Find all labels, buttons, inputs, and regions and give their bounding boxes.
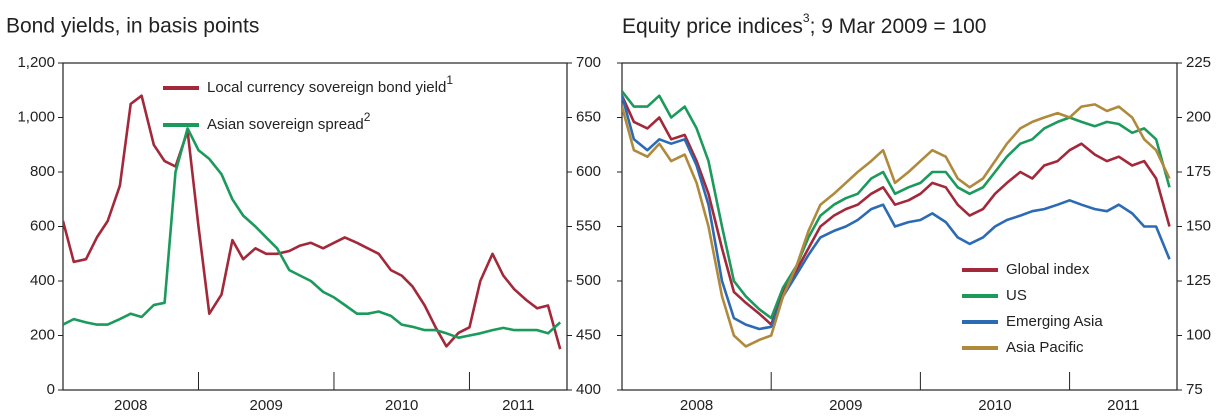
y-tick-label: 175 bbox=[1186, 163, 1211, 180]
chart-title: Equity price indices3; 9 Mar 2009 = 100 bbox=[622, 11, 986, 37]
y2-tick-label: 600 bbox=[576, 163, 601, 180]
series-line bbox=[622, 95, 1171, 331]
y-tick-label: 200 bbox=[30, 326, 55, 343]
y-tick-label: 150 bbox=[1186, 217, 1211, 234]
legend-label: US bbox=[1006, 287, 1027, 304]
x-tick-label: 2011 bbox=[502, 397, 534, 414]
chart-title: Bond yields, in basis points bbox=[6, 15, 259, 38]
y2-tick-label: 450 bbox=[576, 326, 601, 343]
series-line bbox=[622, 90, 1171, 320]
legend-name: Global index bbox=[1006, 261, 1090, 278]
y-tick-label: 225 bbox=[1186, 54, 1211, 71]
legend-footnote: 1 bbox=[446, 73, 453, 87]
series-line bbox=[622, 103, 1171, 348]
x-tick-label: 2008 bbox=[114, 397, 147, 414]
y2-tick-label: 500 bbox=[576, 272, 601, 289]
legend-name: Local currency sovereign bond yield bbox=[207, 79, 446, 96]
x-tick-label: 2011 bbox=[1107, 397, 1139, 414]
x-tick-label: 2008 bbox=[680, 397, 713, 414]
title-footnote: 3 bbox=[803, 11, 810, 25]
y-tick-label: 1,200 bbox=[17, 54, 55, 71]
legend-name: Asia Pacific bbox=[1006, 339, 1084, 356]
y-tick-label: 75 bbox=[1186, 381, 1203, 398]
x-tick-label: 2009 bbox=[250, 397, 283, 414]
x-tick-label: 2010 bbox=[978, 397, 1011, 414]
legend-name: Asian sovereign spread bbox=[207, 116, 364, 133]
legend-label: Local currency sovereign bond yield1 bbox=[207, 73, 453, 96]
legend-label: Emerging Asia bbox=[1006, 313, 1103, 330]
series-line bbox=[63, 94, 562, 350]
legend-footnote: 2 bbox=[364, 110, 371, 124]
y-tick-label: 200 bbox=[1186, 108, 1211, 125]
y-tick-label: 600 bbox=[30, 217, 55, 234]
x-tick-label: 2009 bbox=[829, 397, 862, 414]
series-line bbox=[622, 95, 1171, 326]
legend-name: Emerging Asia bbox=[1006, 313, 1103, 330]
legend-name: US bbox=[1006, 287, 1027, 304]
y-tick-label: 400 bbox=[30, 272, 55, 289]
y-tick-label: 100 bbox=[1186, 326, 1211, 343]
y-tick-label: 1,000 bbox=[17, 108, 55, 125]
legend-label: Asian sovereign spread2 bbox=[207, 110, 371, 133]
series-line bbox=[63, 127, 562, 339]
x-tick-label: 2010 bbox=[385, 397, 418, 414]
y-tick-label: 125 bbox=[1186, 272, 1211, 289]
y-tick-label: 800 bbox=[30, 163, 55, 180]
legend-label: Asia Pacific bbox=[1006, 339, 1084, 356]
plot-area bbox=[62, 62, 568, 391]
y2-tick-label: 650 bbox=[576, 108, 601, 125]
title-text: Equity price indices bbox=[622, 15, 803, 38]
legend-label: Global index bbox=[1006, 261, 1090, 278]
title-text: ; 9 Mar 2009 = 100 bbox=[810, 15, 987, 38]
y2-tick-label: 550 bbox=[576, 217, 601, 234]
y2-tick-label: 700 bbox=[576, 54, 601, 71]
y2-tick-label: 400 bbox=[576, 381, 601, 398]
plot-area bbox=[621, 62, 1178, 391]
y-tick-label: 0 bbox=[47, 381, 55, 398]
